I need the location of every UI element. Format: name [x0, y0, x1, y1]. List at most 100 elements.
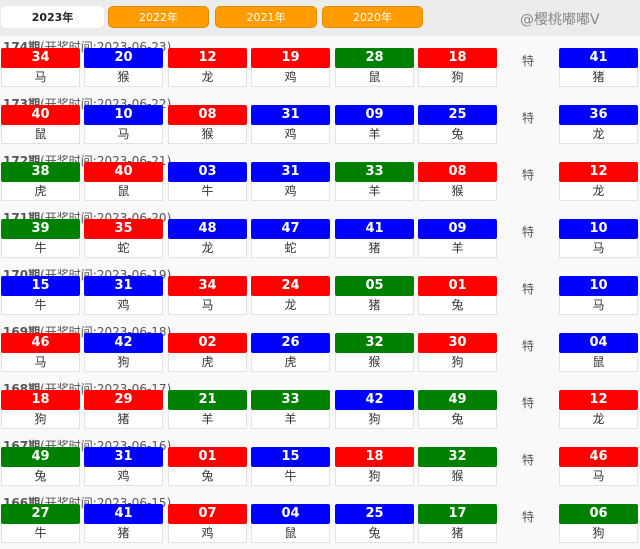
zodiac-label: 鸡 — [251, 182, 330, 201]
zodiac-label: 牛 — [168, 182, 247, 201]
number-cell: 41 猪 — [559, 48, 638, 87]
number-ball: 42 — [84, 333, 163, 353]
draw-row: 172期(开奖时间:2023-06-21) 38 虎 40 鼠 03 牛 31 鸡 33 羊 08 猴特… — [0, 150, 640, 207]
number-ball: 12 — [559, 162, 638, 182]
tab-2022[interactable]: 2022年 — [108, 6, 209, 28]
draw-row: 168期(开奖时间:2023-06-17) 18 狗 29 猪 21 羊 33 羊 42 狗 49 兔特… — [0, 378, 640, 435]
zodiac-label: 马 — [1, 353, 80, 372]
number-ball: 15 — [1, 276, 80, 296]
zodiac-label: 虎 — [1, 182, 80, 201]
number-ball: 10 — [84, 105, 163, 125]
number-cell: 47 蛇 — [251, 219, 330, 258]
number-cell: 18 狗 — [1, 390, 80, 429]
number-ball: 25 — [418, 105, 497, 125]
zodiac-label: 龙 — [168, 239, 247, 258]
number-ball: 08 — [168, 105, 247, 125]
number-cell: 03 牛 — [168, 162, 247, 201]
special-label: 特 — [521, 225, 534, 239]
zodiac-label: 兔 — [1, 467, 80, 486]
number-cell: 15 牛 — [1, 276, 80, 315]
draw-row: 167期(开奖时间:2023-06-16) 49 兔 31 鸡 01 兔 15 牛 18 狗 32 猴特… — [0, 435, 640, 492]
zodiac-label: 狗 — [1, 410, 80, 429]
number-ball: 02 — [168, 333, 247, 353]
number-ball: 31 — [251, 162, 330, 182]
number-ball: 32 — [418, 447, 497, 467]
number-ball: 39 — [1, 219, 80, 239]
number-ball: 05 — [335, 276, 414, 296]
number-cell: 09 羊 — [418, 219, 497, 258]
number-ball: 47 — [251, 219, 330, 239]
number-ball: 33 — [251, 390, 330, 410]
number-ball: 12 — [559, 390, 638, 410]
number-cell: 06 狗 — [559, 504, 638, 543]
zodiac-label: 蛇 — [251, 239, 330, 258]
number-cell: 29 猪 — [84, 390, 163, 429]
number-cell: 39 牛 — [1, 219, 80, 258]
time-suffix: ) — [166, 325, 172, 339]
special-label: 特 — [521, 111, 534, 125]
zodiac-label: 猴 — [418, 182, 497, 201]
number-cell: 31 鸡 — [84, 447, 163, 486]
number-ball: 31 — [84, 447, 163, 467]
time-suffix: ) — [166, 496, 172, 510]
number-cell: 18 狗 — [335, 447, 414, 486]
time-suffix: ) — [166, 268, 172, 282]
number-ball: 42 — [335, 390, 414, 410]
number-cell: 28 鼠 — [335, 48, 414, 87]
number-cell: 42 狗 — [84, 333, 163, 372]
tab-2020[interactable]: 2020年 — [322, 6, 423, 28]
zodiac-label: 狗 — [559, 524, 638, 543]
zodiac-label: 猪 — [335, 296, 414, 315]
number-ball: 32 — [335, 333, 414, 353]
number-ball: 08 — [418, 162, 497, 182]
number-cell: 04 鼠 — [251, 504, 330, 543]
special-label: 特 — [521, 396, 534, 410]
zodiac-label: 牛 — [1, 296, 80, 315]
number-ball: 46 — [1, 333, 80, 353]
number-ball: 26 — [251, 333, 330, 353]
zodiac-label: 羊 — [168, 410, 247, 429]
special-label: 特 — [521, 168, 534, 182]
zodiac-label: 狗 — [418, 68, 497, 87]
zodiac-label: 兔 — [418, 125, 497, 144]
number-cell: 41 猪 — [84, 504, 163, 543]
zodiac-label: 鸡 — [84, 467, 163, 486]
zodiac-label: 鸡 — [251, 125, 330, 144]
zodiac-label: 猴 — [84, 68, 163, 87]
time-suffix: ) — [166, 40, 172, 54]
number-ball: 33 — [335, 162, 414, 182]
zodiac-label: 鼠 — [559, 353, 638, 372]
number-cell: 04 鼠 — [559, 333, 638, 372]
number-ball: 10 — [559, 219, 638, 239]
number-ball: 09 — [418, 219, 497, 239]
zodiac-label: 猪 — [84, 524, 163, 543]
number-ball: 25 — [335, 504, 414, 524]
number-cell: 02 虎 — [168, 333, 247, 372]
zodiac-label: 羊 — [335, 182, 414, 201]
tab-2023[interactable]: 2023年 — [1, 6, 104, 28]
zodiac-label: 鸡 — [84, 296, 163, 315]
number-cell: 10 马 — [559, 276, 638, 315]
number-ball: 34 — [168, 276, 247, 296]
zodiac-label: 马 — [168, 296, 247, 315]
zodiac-label: 虎 — [251, 353, 330, 372]
zodiac-label: 狗 — [335, 410, 414, 429]
number-cell: 17 猪 — [418, 504, 497, 543]
zodiac-label: 鸡 — [251, 68, 330, 87]
zodiac-label: 兔 — [168, 467, 247, 486]
number-ball: 41 — [335, 219, 414, 239]
zodiac-label: 羊 — [251, 410, 330, 429]
zodiac-label: 狗 — [418, 353, 497, 372]
zodiac-label: 兔 — [418, 296, 497, 315]
number-ball: 18 — [1, 390, 80, 410]
tab-2021[interactable]: 2021年 — [215, 6, 317, 28]
number-cell: 30 狗 — [418, 333, 497, 372]
number-ball: 36 — [559, 105, 638, 125]
draw-row: 170期(开奖时间:2023-06-19) 15 牛 31 鸡 34 马 24 龙 05 猪 01 兔特… — [0, 264, 640, 321]
number-cell: 19 鸡 — [251, 48, 330, 87]
zodiac-label: 龙 — [559, 125, 638, 144]
number-ball: 04 — [559, 333, 638, 353]
watermark: @樱桃嘟嘟V — [520, 12, 600, 28]
zodiac-label: 猴 — [335, 353, 414, 372]
number-cell: 34 马 — [168, 276, 247, 315]
